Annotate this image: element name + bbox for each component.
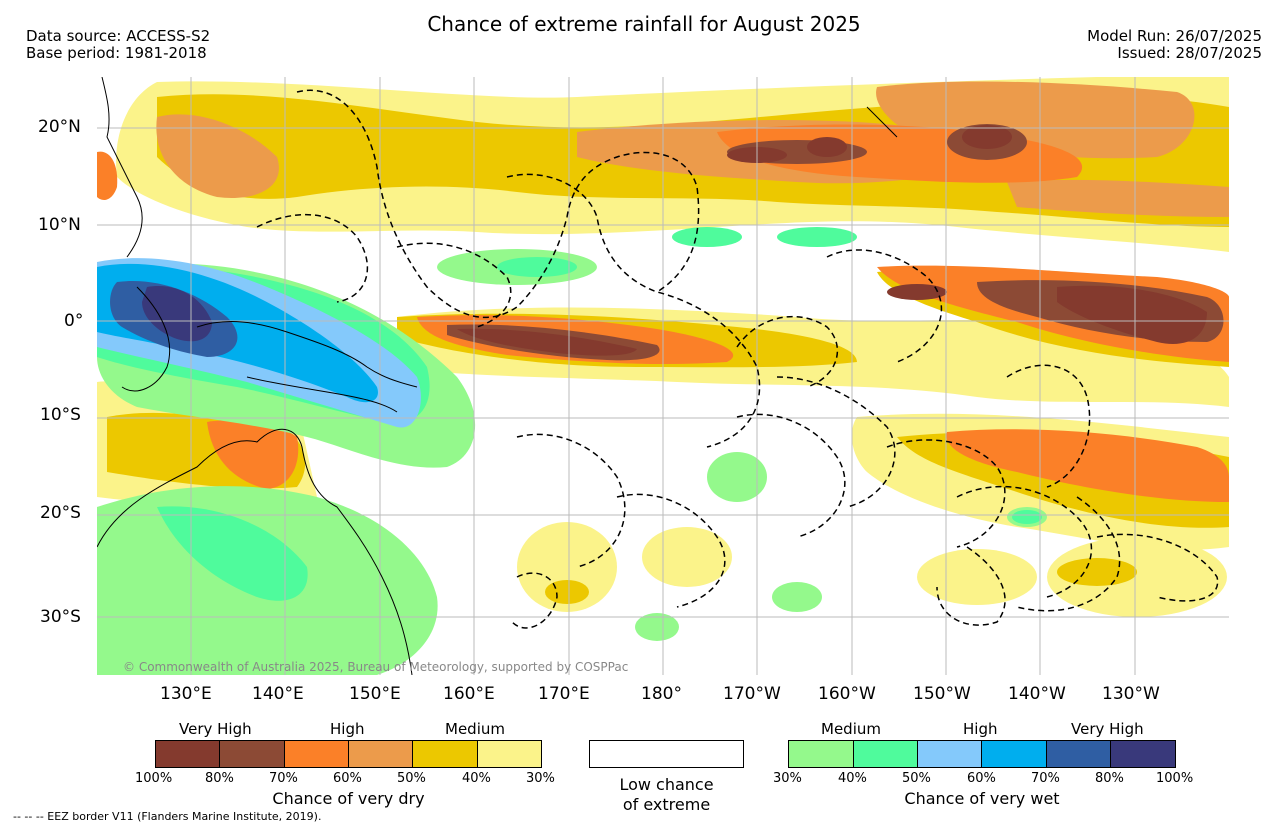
dry-tick-50: 50% xyxy=(397,771,426,786)
model-run-label: Model Run: 26/07/2025 xyxy=(1087,27,1262,45)
rainfall-map xyxy=(97,77,1229,675)
wet-swatch-40-50 xyxy=(854,741,918,767)
copyright-note: © Commonwealth of Australia 2025, Bureau… xyxy=(123,660,629,674)
wet-swatch-50-60 xyxy=(918,741,982,767)
graticule xyxy=(97,77,1229,675)
wet-tick-40: 40% xyxy=(838,771,867,786)
lon-label-180: 180° xyxy=(641,684,682,704)
dry-legend-title: Chance of very dry xyxy=(272,789,425,808)
dry-level-medium: Medium xyxy=(445,720,505,738)
lon-label-140w: 140°W xyxy=(1008,684,1066,704)
low-chance-swatch xyxy=(589,740,744,768)
base-period-label: Base period: 1981-2018 xyxy=(26,44,207,62)
wet-tick-50: 50% xyxy=(902,771,931,786)
lon-label-150w: 150°W xyxy=(913,684,971,704)
dry-level-very-high: Very High xyxy=(179,720,252,738)
eez-footnote: -- -- -- EEZ border V11 (Flanders Marine… xyxy=(13,810,322,823)
lat-label-20n: 20°N xyxy=(38,117,81,137)
lat-label-0: 0° xyxy=(64,311,84,331)
wet-swatch-60-70 xyxy=(982,741,1047,767)
dry-swatch-50-40 xyxy=(413,741,478,767)
map-title: Chance of extreme rainfall for August 20… xyxy=(427,12,861,36)
lat-label-10n: 10°N xyxy=(38,215,81,235)
wet-tick-100: 100% xyxy=(1156,771,1194,786)
lon-label-170w: 170°W xyxy=(723,684,781,704)
wet-swatch-30-40 xyxy=(789,741,854,767)
rainfall-map-svg xyxy=(97,77,1229,675)
lon-label-150e: 150°E xyxy=(349,684,401,704)
wet-level-very-high: Very High xyxy=(1071,720,1144,738)
lon-label-130e: 130°E xyxy=(160,684,212,704)
dry-swatch-100-80 xyxy=(156,741,220,767)
wet-level-high: High xyxy=(963,720,998,738)
wet-tick-30: 30% xyxy=(773,771,802,786)
wet-swatch-80-100 xyxy=(1111,741,1175,767)
dry-level-high: High xyxy=(330,720,365,738)
dry-tick-40: 40% xyxy=(462,771,491,786)
lon-label-160w: 160°W xyxy=(818,684,876,704)
dry-tick-60: 60% xyxy=(333,771,362,786)
dry-tick-80: 80% xyxy=(205,771,234,786)
lat-label-20s: 20°S xyxy=(40,503,81,523)
dry-swatch-80-70 xyxy=(220,741,285,767)
dry-colorbar xyxy=(155,740,542,768)
coastlines xyxy=(97,77,898,675)
wet-colorbar xyxy=(788,740,1176,768)
dry-swatch-70-60 xyxy=(285,741,349,767)
lon-label-130w: 130°W xyxy=(1102,684,1160,704)
wet-tick-60: 60% xyxy=(967,771,996,786)
wet-tick-70: 70% xyxy=(1031,771,1060,786)
lat-label-30s: 30°S xyxy=(40,607,81,627)
issued-label: Issued: 28/07/2025 xyxy=(1117,44,1262,62)
dry-tick-30: 30% xyxy=(526,771,555,786)
lon-label-160e: 160°E xyxy=(443,684,495,704)
wet-legend-title: Chance of very wet xyxy=(904,789,1060,808)
dry-tick-100: 100% xyxy=(135,771,173,786)
dry-100-80-areas xyxy=(457,125,1207,356)
low-chance-line1: Low chance xyxy=(619,775,714,794)
data-source-label: Data source: ACCESS-S2 xyxy=(26,27,211,45)
wet-tick-80: 80% xyxy=(1095,771,1124,786)
dry-tick-70: 70% xyxy=(269,771,298,786)
wet-80-100-areas xyxy=(142,286,212,342)
wet-swatch-70-80 xyxy=(1047,741,1111,767)
eez-borders xyxy=(256,89,1219,629)
dry-swatch-60-50 xyxy=(349,741,413,767)
lon-label-140e: 140°E xyxy=(252,684,304,704)
lat-label-10s: 10°S xyxy=(40,405,81,425)
dry-swatch-40-30 xyxy=(478,741,541,767)
lon-label-170e: 170°E xyxy=(538,684,590,704)
low-chance-line2: of extreme xyxy=(622,795,711,814)
wet-level-medium: Medium xyxy=(821,720,881,738)
